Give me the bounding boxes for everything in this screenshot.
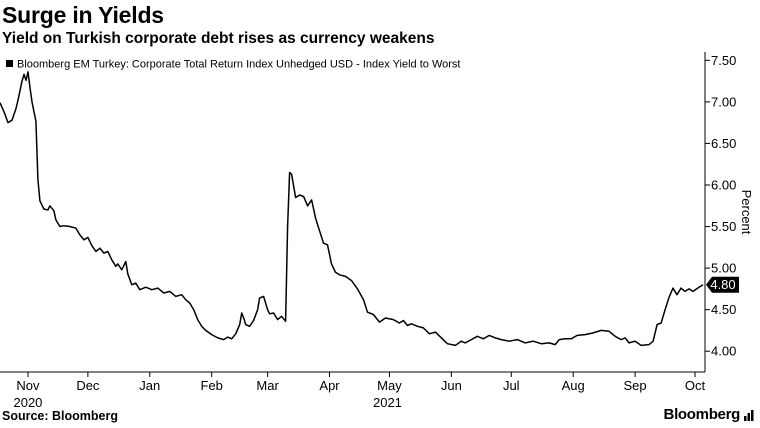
- last-value-text: 4.80: [710, 277, 735, 292]
- legend-swatch: [6, 60, 13, 67]
- series-layer: [0, 71, 704, 347]
- y-tick-label: 5.00: [711, 261, 736, 276]
- legend-box: [3, 55, 501, 72]
- x-tick-label: Aug: [562, 378, 585, 393]
- y-axis-label: Percent: [739, 190, 754, 235]
- chart-subtitle: Yield on Turkish corporate debt rises as…: [2, 30, 435, 47]
- last-value-label: 4.80: [706, 276, 739, 293]
- x-tick-label: Jan: [139, 378, 160, 393]
- series-line-0: [0, 71, 704, 347]
- chart-title: Surge in Yields: [2, 2, 164, 28]
- brand-logo: Bloomberg: [663, 406, 741, 423]
- x-axis: Nov Dec Jan Feb Mar Apr May Jun Jul Aug Sep Oct 2020…: [13, 372, 706, 410]
- x-tick-label: Jul: [503, 378, 520, 393]
- y-tick-label: 5.50: [711, 219, 736, 234]
- chart-legend: Bloomberg EM Turkey: Corporate Total Ret…: [3, 55, 501, 72]
- legend-label: Bloomberg EM Turkey: Corporate Total Ret…: [17, 59, 460, 71]
- source-note: Source: Bloomberg: [2, 409, 118, 423]
- bar-chart-icon: [744, 410, 754, 421]
- x-tick-label: Oct: [685, 378, 706, 393]
- y-tick-label: 6.00: [711, 177, 736, 192]
- y-axis: 4.00 4.50 5.00 5.50 6.00 6.50 7.00 7.50: [705, 53, 736, 359]
- y-tick-label: 7.00: [711, 94, 736, 109]
- y-tick-label: 4.00: [711, 344, 736, 359]
- x-tick-label: Sep: [624, 378, 647, 393]
- y-tick-label: 7.50: [711, 53, 736, 68]
- x-tick-label: May: [377, 378, 402, 393]
- x-tick-label: Nov: [16, 378, 40, 393]
- x-year-label: 2020: [13, 395, 42, 410]
- y-tick-label: 4.50: [711, 302, 736, 317]
- x-tick-label: Feb: [200, 378, 222, 393]
- x-tick-label: Jun: [441, 378, 462, 393]
- last-value-marker: [706, 276, 739, 293]
- x-tick-label: Dec: [76, 378, 100, 393]
- y-tick-label: 6.50: [711, 136, 736, 151]
- x-tick-label: Apr: [319, 378, 340, 393]
- x-year-label: 2021: [373, 395, 402, 410]
- x-tick-label: Mar: [256, 378, 279, 393]
